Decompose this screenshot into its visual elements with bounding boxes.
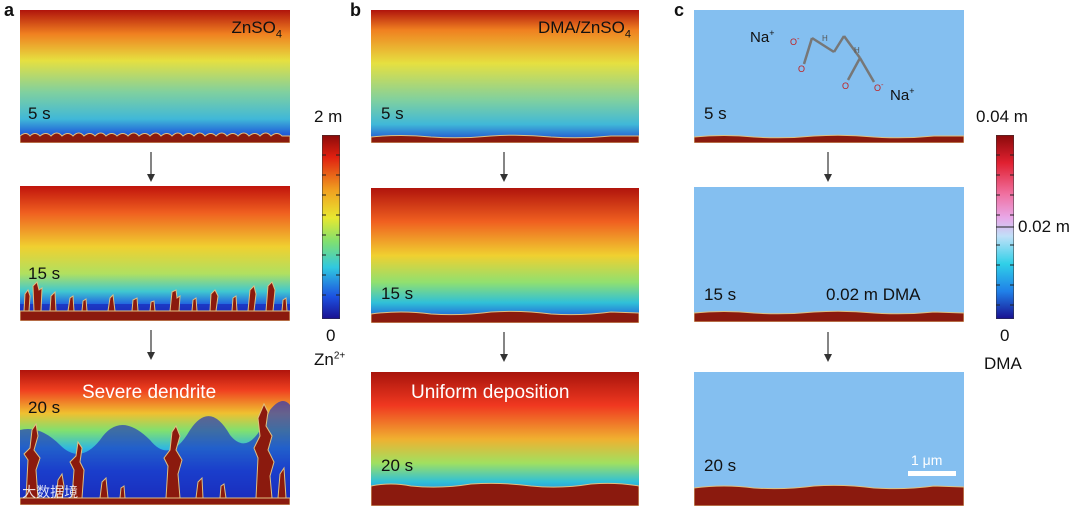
time-label-c-5s: 5 s [704,104,727,123]
simulation-a-20s: Severe dendrite 20 s ◉ 大数据境 [20,370,290,505]
colorbar-zn-species: Zn2+ [314,350,346,369]
simulation-b-15s: 15 s [371,188,639,323]
down-arrow-icon [500,332,508,362]
down-arrow-icon [147,330,155,360]
colorbar-dma-min: 0 [1000,326,1010,345]
panel-letter-a: a [4,0,15,20]
simulation-a-15s: 15 s [20,186,290,321]
time-label-c-15s: 15 s [704,285,737,304]
annotation-uniform-deposition: Uniform deposition [411,382,570,403]
sodium-ion-left: Na+ [750,28,775,46]
oxygen-anion-left: O- [790,34,800,47]
panel-letter-c: c [674,0,685,20]
simulation-c-15s: 15 s 0.02 m DMA [694,187,964,322]
time-label-a-20s: 20 s [28,398,61,417]
down-arrow-icon [824,332,832,362]
simulation-b-20s: Uniform deposition 20 s [371,372,639,506]
simulation-c-5s: Na+ O- O H H O O- Na+ 5 s [694,10,964,143]
down-arrow-icon [824,152,832,182]
down-arrow-icon [147,152,155,182]
annotation-severe-dendrite: Severe dendrite [82,382,217,403]
time-label-b-5s: 5 s [381,104,404,123]
colorbar-zn [322,135,340,319]
oxygen-right: O [842,81,850,91]
colorbar-dma-species: DMA [984,354,1022,373]
time-label-a-15s: 15 s [28,264,61,283]
time-label-b-15s: 15 s [381,284,414,303]
oxygen-anion-right: O- [874,80,884,93]
simulation-a-5s: ZnSO4 5 s [20,10,290,143]
panel-b-electrolyte-title: DMA/ZnSO4 [537,18,631,41]
panel-letter-b: b [350,0,361,20]
watermark: ◉ 大数据境 [20,482,78,502]
colorbar-zn-max: 2 m [314,107,343,126]
down-arrow-icon [500,152,508,182]
colorbar-dma [996,135,1014,319]
molecule-structure [802,35,876,83]
hydrogen-left: H [822,34,828,43]
time-label-c-20s: 20 s [704,456,737,475]
panel-a-electrolyte-title: ZnSO4 [231,18,282,41]
colorbar-dma-mid: 0.02 m [1018,217,1070,236]
colorbar-dma-max: 0.04 m [976,107,1028,126]
sodium-ion-right: Na+ [890,86,915,104]
time-label-a-5s: 5 s [28,104,51,123]
oxygen-left: O [798,64,806,74]
time-label-b-20s: 20 s [381,456,414,475]
simulation-c-20s: 1 μm 20 s [694,372,964,506]
colorbar-zn-min: 0 [326,326,336,345]
scale-bar-label: 1 μm [911,452,943,468]
simulation-b-5s: DMA/ZnSO4 5 s [371,10,639,143]
scale-bar [908,471,956,476]
dma-concentration-label: 0.02 m DMA [826,285,921,304]
hydrogen-right: H [854,46,860,55]
